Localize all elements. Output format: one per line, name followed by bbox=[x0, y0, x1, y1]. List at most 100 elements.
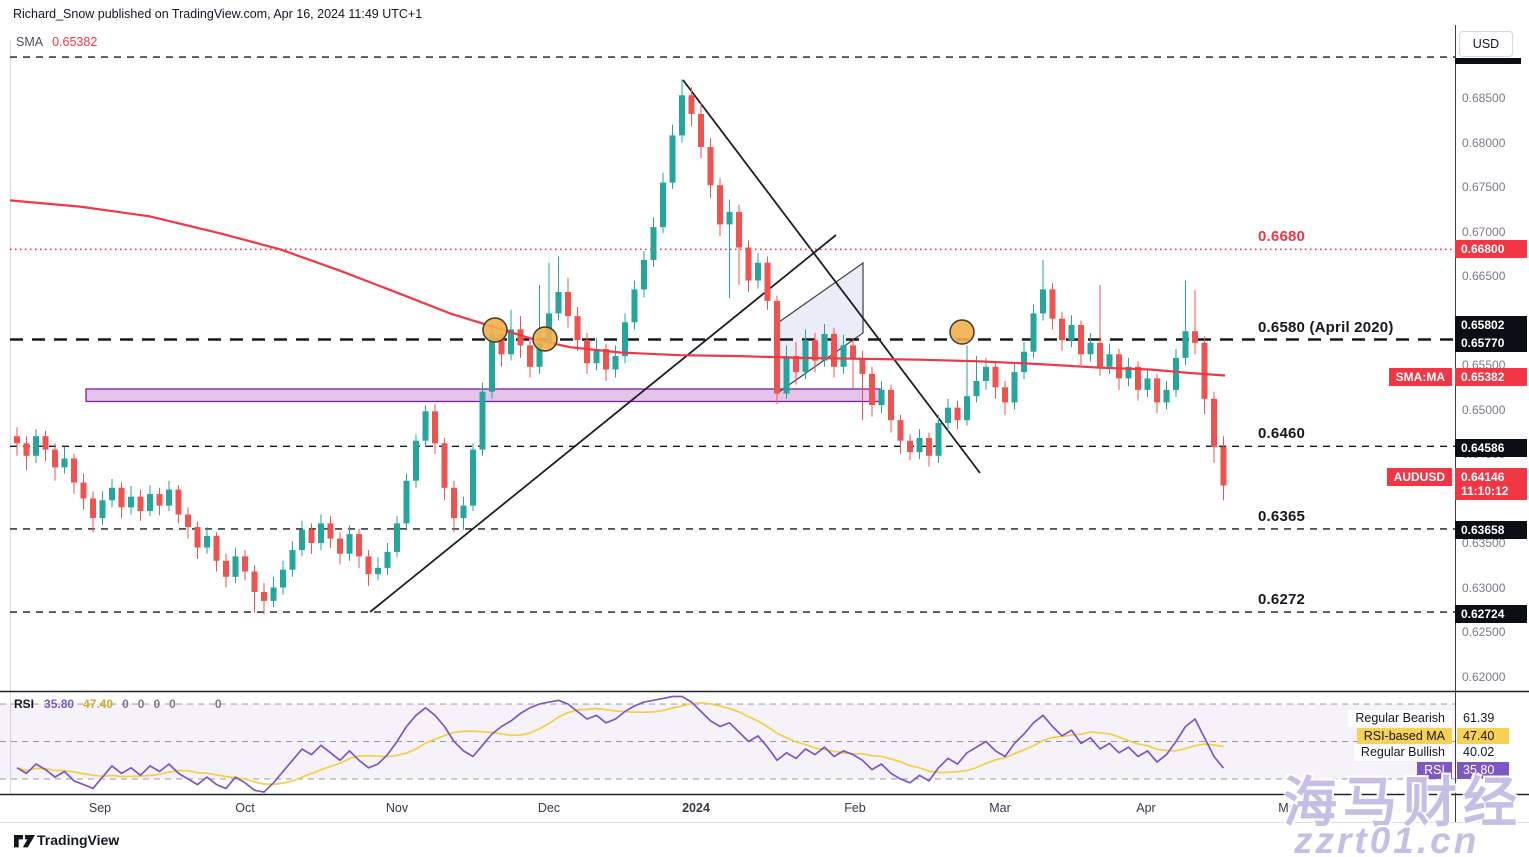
sma-legend-value: 0.65382 bbox=[52, 35, 98, 49]
candle-body bbox=[346, 534, 353, 554]
candle-body bbox=[574, 316, 581, 341]
axis-price-value: 0.62724 bbox=[1461, 607, 1505, 621]
candle-body bbox=[508, 329, 514, 355]
candle-body bbox=[536, 342, 543, 367]
candle-body bbox=[251, 571, 258, 592]
candle-body bbox=[527, 345, 533, 367]
rsi-legend-value: 47.40 bbox=[83, 697, 114, 711]
candle-body bbox=[71, 458, 77, 483]
time-axis-label[interactable]: Feb bbox=[844, 801, 866, 815]
time-axis-label[interactable]: Sep bbox=[88, 801, 112, 815]
candle-body bbox=[1078, 325, 1084, 355]
price-tick: 0.68000 bbox=[1462, 135, 1506, 150]
candle-body bbox=[33, 436, 39, 456]
candle-body bbox=[907, 440, 913, 453]
candle-body bbox=[451, 487, 457, 519]
rsi-plot-value: 35.80 bbox=[1457, 762, 1509, 779]
tradingview-brand-link[interactable]: TradingView bbox=[37, 832, 120, 848]
axis-price-label: 0.62724 bbox=[1455, 605, 1527, 623]
time-axis-label[interactable]: Oct bbox=[235, 801, 255, 815]
axis-price-value: 0.65770 bbox=[1461, 336, 1505, 350]
candle-body bbox=[166, 489, 172, 506]
candle-body bbox=[1106, 354, 1113, 367]
rsi-legend-value: 0 bbox=[214, 697, 222, 711]
trendline-ascending[interactable] bbox=[369, 234, 837, 613]
candle-body bbox=[156, 494, 163, 506]
circle-marker[interactable] bbox=[482, 317, 508, 343]
candle-body bbox=[812, 340, 818, 361]
candle-body bbox=[223, 560, 229, 577]
price-axis-border bbox=[1455, 25, 1456, 822]
candle-body bbox=[736, 211, 742, 248]
candle-body bbox=[1059, 318, 1065, 341]
price-tick: 0.65000 bbox=[1462, 402, 1506, 417]
rsi-ma-line bbox=[16, 701, 1224, 786]
watermark-url: zzrt01.cn bbox=[1294, 820, 1480, 857]
circle-marker[interactable] bbox=[949, 319, 975, 345]
flag-pattern[interactable] bbox=[778, 261, 864, 394]
candle-body bbox=[460, 505, 467, 519]
tradingview-logo-icon[interactable] bbox=[13, 833, 37, 849]
candle-body bbox=[992, 366, 999, 388]
time-axis-label[interactable]: Dec bbox=[537, 801, 561, 815]
candle-body bbox=[603, 349, 609, 370]
candle-body bbox=[232, 556, 239, 577]
candle-body bbox=[774, 300, 780, 394]
rsi-indicator-legend[interactable]: RSI 35.80 47.40 0 0 0 0 0 bbox=[14, 697, 231, 711]
candle-body bbox=[375, 567, 381, 575]
sma-indicator-legend[interactable]: SMA 0.65382 bbox=[16, 35, 97, 49]
candle-body bbox=[641, 260, 647, 290]
candle-body bbox=[479, 391, 486, 450]
candle-body bbox=[128, 496, 134, 508]
candle-body bbox=[517, 329, 524, 346]
price-tick: 0.63000 bbox=[1462, 580, 1506, 595]
candle-body bbox=[973, 381, 980, 397]
price-tick: 0.67500 bbox=[1462, 180, 1506, 194]
currency-toggle-button[interactable]: USD bbox=[1459, 31, 1513, 57]
candle-body bbox=[299, 529, 305, 551]
candle-body bbox=[669, 135, 676, 183]
chart-left-border bbox=[10, 40, 11, 794]
candle-body bbox=[185, 514, 191, 527]
rsi-plot-value: 61.39 bbox=[1457, 710, 1509, 727]
candle-body bbox=[1011, 372, 1018, 403]
candle-body bbox=[422, 411, 429, 441]
candle-body bbox=[14, 436, 20, 444]
circle-marker[interactable] bbox=[532, 326, 558, 352]
candle-body bbox=[1144, 378, 1151, 390]
level-label: 0.6272 bbox=[1258, 591, 1306, 609]
candle-body bbox=[983, 366, 989, 381]
candle-body bbox=[403, 480, 410, 524]
candle-body bbox=[1182, 331, 1189, 358]
axis-price-value: 0.63658 bbox=[1461, 523, 1505, 537]
candle-body bbox=[679, 95, 685, 136]
time-axis-label[interactable]: Nov bbox=[385, 801, 409, 815]
time-axis-label[interactable]: Apr bbox=[1136, 801, 1156, 815]
candle-body bbox=[99, 500, 106, 519]
sma-line[interactable] bbox=[9, 199, 1226, 377]
candle-body bbox=[1116, 354, 1122, 379]
axis-price-label: 0.65382 bbox=[1455, 368, 1527, 386]
axis-price-label: 0.65802 bbox=[1455, 316, 1527, 334]
candle-body bbox=[384, 551, 391, 568]
level-label: 0.6680 bbox=[1258, 228, 1306, 246]
time-axis-label[interactable]: May bbox=[1278, 801, 1302, 815]
candle-body bbox=[840, 345, 847, 367]
time-axis-label[interactable]: 2024 bbox=[682, 801, 710, 815]
candle-body bbox=[688, 95, 695, 114]
candle-body bbox=[52, 449, 58, 468]
time-axis-label[interactable]: Mar bbox=[989, 801, 1011, 815]
candle-body bbox=[802, 340, 809, 373]
rsi-plot-value: 47.40 bbox=[1457, 728, 1509, 745]
candle-body bbox=[90, 498, 96, 519]
candle-body bbox=[707, 147, 714, 186]
trendline-descending[interactable] bbox=[682, 79, 981, 474]
sma-legend-label: SMA bbox=[16, 35, 44, 49]
candle-body bbox=[622, 322, 628, 357]
candle-body bbox=[489, 333, 495, 392]
rsi-legend-value: 0 bbox=[137, 697, 145, 711]
candle-body bbox=[1087, 342, 1094, 355]
symbol-tag: AUDUSD bbox=[1386, 468, 1452, 486]
candle-body bbox=[1125, 366, 1132, 379]
